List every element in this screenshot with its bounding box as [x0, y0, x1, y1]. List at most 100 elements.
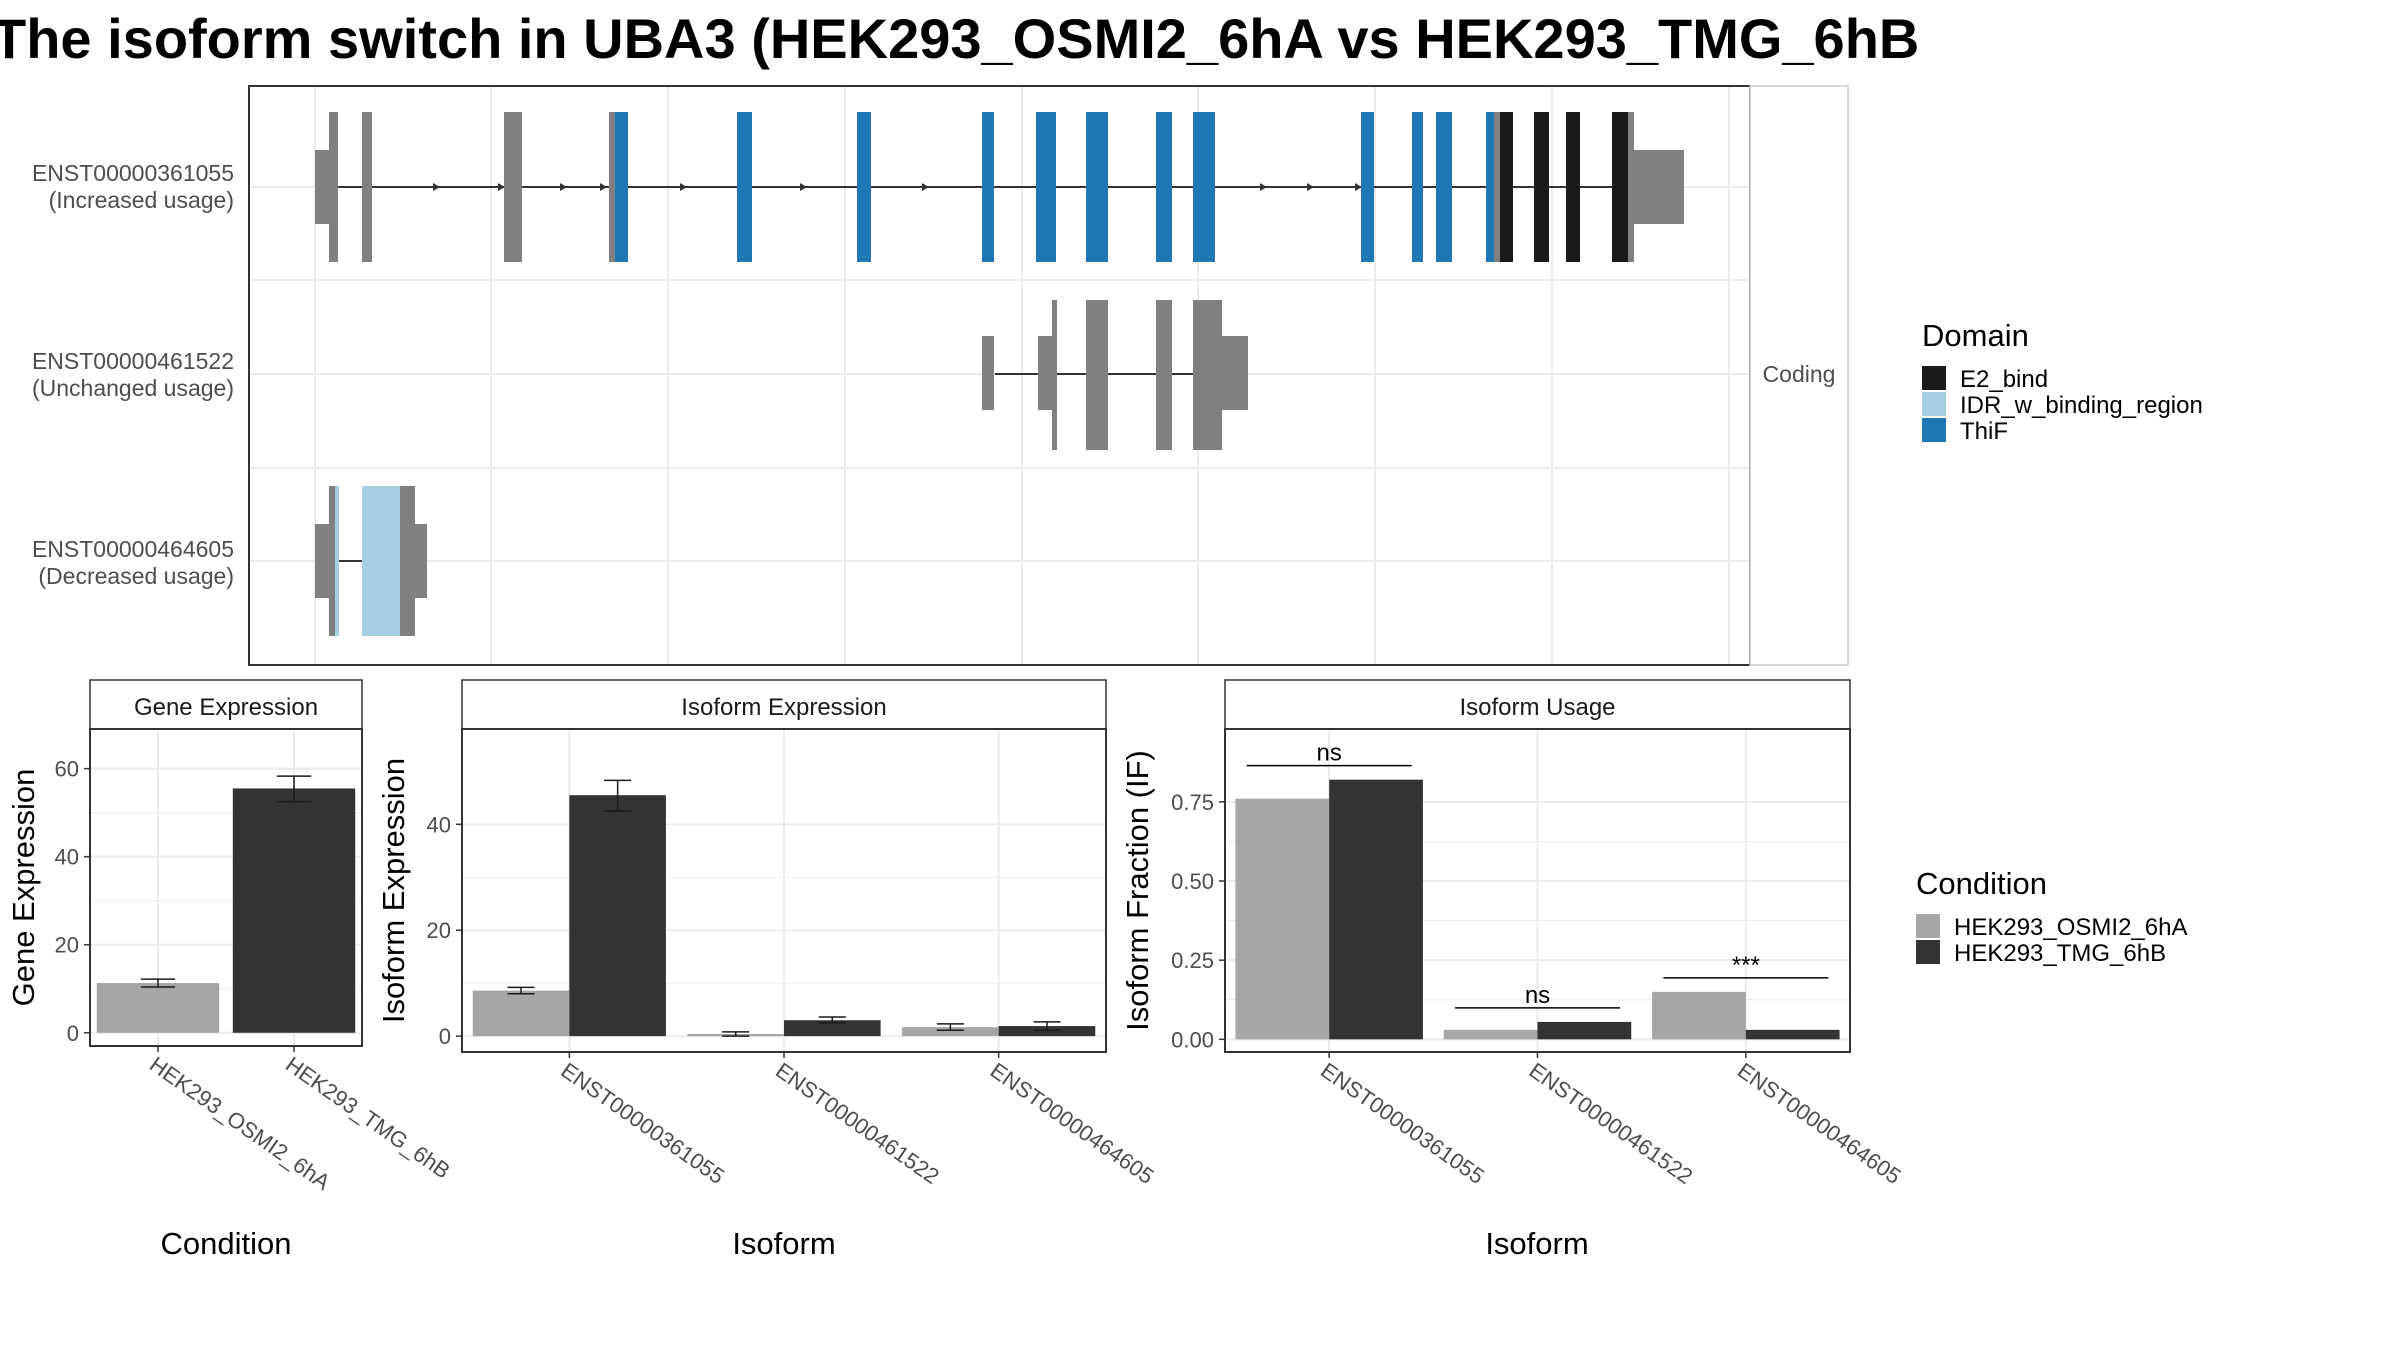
facet-label: Coding	[1763, 361, 1836, 387]
utr-exon	[1220, 336, 1248, 410]
panel-strip	[461, 679, 1107, 730]
y-tick-label: 20	[427, 918, 451, 943]
transcript-ENST00000464605	[315, 486, 427, 636]
bar	[784, 1020, 881, 1037]
legend-label-tmg: HEK293_TMG_6hB	[1954, 940, 2166, 967]
legend-label-thif: ThiF	[1960, 418, 2008, 445]
utr-exon	[1494, 112, 1500, 262]
condition-legend-title: Condition	[1916, 866, 2047, 901]
y-tick-label: 40	[55, 845, 79, 870]
utr-exon	[1038, 336, 1054, 410]
significance-label: ns	[1316, 740, 1341, 767]
utr-exon	[329, 486, 335, 636]
domain-thif-exon	[1412, 112, 1423, 262]
bar	[569, 795, 666, 1037]
y-tick-label: 0.25	[1171, 948, 1214, 973]
isoform-expression-chart: Isoform Expression 0 20 40 ENST00000361055 EN…	[376, 679, 1159, 1261]
domain-e2-bind-exon	[1612, 112, 1628, 262]
x-tick-label: ENST00000464605	[1733, 1058, 1906, 1189]
y-tick-label: 0	[439, 1024, 451, 1049]
domain-e2-bind-exon	[1534, 112, 1549, 262]
significance-label: ***	[1732, 952, 1760, 979]
bar	[96, 983, 220, 1033]
bar	[1443, 1029, 1538, 1040]
bar	[1235, 798, 1330, 1040]
utr-exon	[1086, 300, 1108, 450]
legend-key-thif	[1922, 418, 1946, 442]
utr-exon	[413, 524, 427, 598]
isoform-usage-chart: Isoform Usage ns ns *** 0.00 0.25 0.50 0.75 ENST…	[1120, 679, 1906, 1261]
bar	[472, 990, 570, 1037]
domain-thif-exon	[1156, 112, 1172, 262]
transcript-label-id: ENST00000464605	[32, 536, 234, 562]
x-tick-label: ENST00000361055	[1316, 1058, 1489, 1189]
legend-key-tmg	[1916, 940, 1940, 964]
panel-title: Isoform Expression	[681, 694, 886, 721]
x-axis-title: Isoform	[732, 1226, 835, 1261]
domain-thif-exon	[737, 112, 752, 262]
condition-legend: Condition HEK293_OSMI2_6hA HEK293_TMG_6h…	[1916, 866, 2187, 967]
panel-strip	[89, 679, 363, 730]
panel-strip	[1224, 679, 1851, 730]
utr-exon	[1193, 300, 1222, 450]
legend-key-idr	[1922, 392, 1946, 416]
significance-label: ns	[1525, 982, 1550, 1009]
domain-thif-exon	[982, 112, 994, 262]
transcript-ENST00000361055	[315, 112, 1684, 262]
panel-title: Gene Expression	[134, 694, 318, 721]
utr-exon	[504, 112, 522, 262]
structure-panel-background	[249, 86, 1750, 665]
domain-thif-exon	[1036, 112, 1056, 262]
x-axis-title: Condition	[161, 1226, 292, 1261]
legend-label-osmi2: HEK293_OSMI2_6hA	[1954, 914, 2187, 941]
y-axis-title: Gene Expression	[6, 769, 41, 1007]
transcript-label-id: ENST00000361055	[32, 160, 234, 186]
bar	[1329, 779, 1423, 1040]
domain-legend-title: Domain	[1922, 318, 2029, 353]
utr-exon	[329, 112, 338, 262]
domain-thif-exon	[857, 112, 871, 262]
domain-idr-exon	[335, 486, 339, 636]
transcript-label-id: ENST00000461522	[32, 348, 234, 374]
transcript-label-usage: (Increased usage)	[49, 187, 234, 213]
utr-exon	[315, 150, 331, 224]
utr-exon	[400, 486, 415, 636]
legend-key-osmi2	[1916, 914, 1940, 938]
x-tick-label: ENST00000461522	[771, 1058, 944, 1189]
transcript-label-usage: (Decreased usage)	[38, 563, 234, 589]
bar	[902, 1027, 999, 1037]
utr-exon	[362, 112, 372, 262]
y-tick-label: 0.00	[1171, 1027, 1214, 1052]
y-axis-title: Isoform Expression	[376, 758, 411, 1023]
y-tick-label: 0.75	[1171, 790, 1214, 815]
domain-legend: Domain E2_bind IDR_w_binding_region ThiF	[1922, 318, 2203, 445]
intron-arrows	[433, 183, 1362, 191]
panel-title: Isoform Usage	[1459, 694, 1615, 721]
transcript-ENST00000461522	[982, 300, 1248, 450]
domain-thif-exon	[615, 112, 628, 262]
utr-exon	[609, 112, 615, 262]
utr-exon	[1628, 112, 1634, 262]
panel-border	[89, 728, 363, 1047]
utr-exon	[982, 336, 994, 410]
facet-strip	[1749, 85, 1849, 666]
y-tick-label: 40	[427, 812, 451, 837]
bar	[1745, 1029, 1840, 1040]
utr-exon	[315, 524, 331, 598]
transcript-label-usage: (Unchanged usage)	[32, 375, 234, 401]
y-tick-label: 20	[55, 933, 79, 958]
domain-thif-exon	[1486, 112, 1494, 262]
domain-thif-exon	[1086, 112, 1108, 262]
utr-exon	[1156, 300, 1172, 450]
domain-e2-bind-exon	[1566, 112, 1580, 262]
y-tick-label: 0.50	[1171, 869, 1214, 894]
x-tick-label: ENST00000464605	[986, 1058, 1159, 1189]
y-tick-label: 0	[67, 1021, 79, 1046]
domain-idr-exon	[362, 486, 402, 636]
legend-label-idr: IDR_w_binding_region	[1960, 392, 2203, 419]
legend-label-e2-bind: E2_bind	[1960, 366, 2048, 393]
y-tick-label: 60	[55, 757, 79, 782]
structure-panel: ENST00000361055 (Increased usage) ENST00…	[32, 85, 1849, 666]
y-axis-title: Isoform Fraction (IF)	[1120, 750, 1155, 1031]
